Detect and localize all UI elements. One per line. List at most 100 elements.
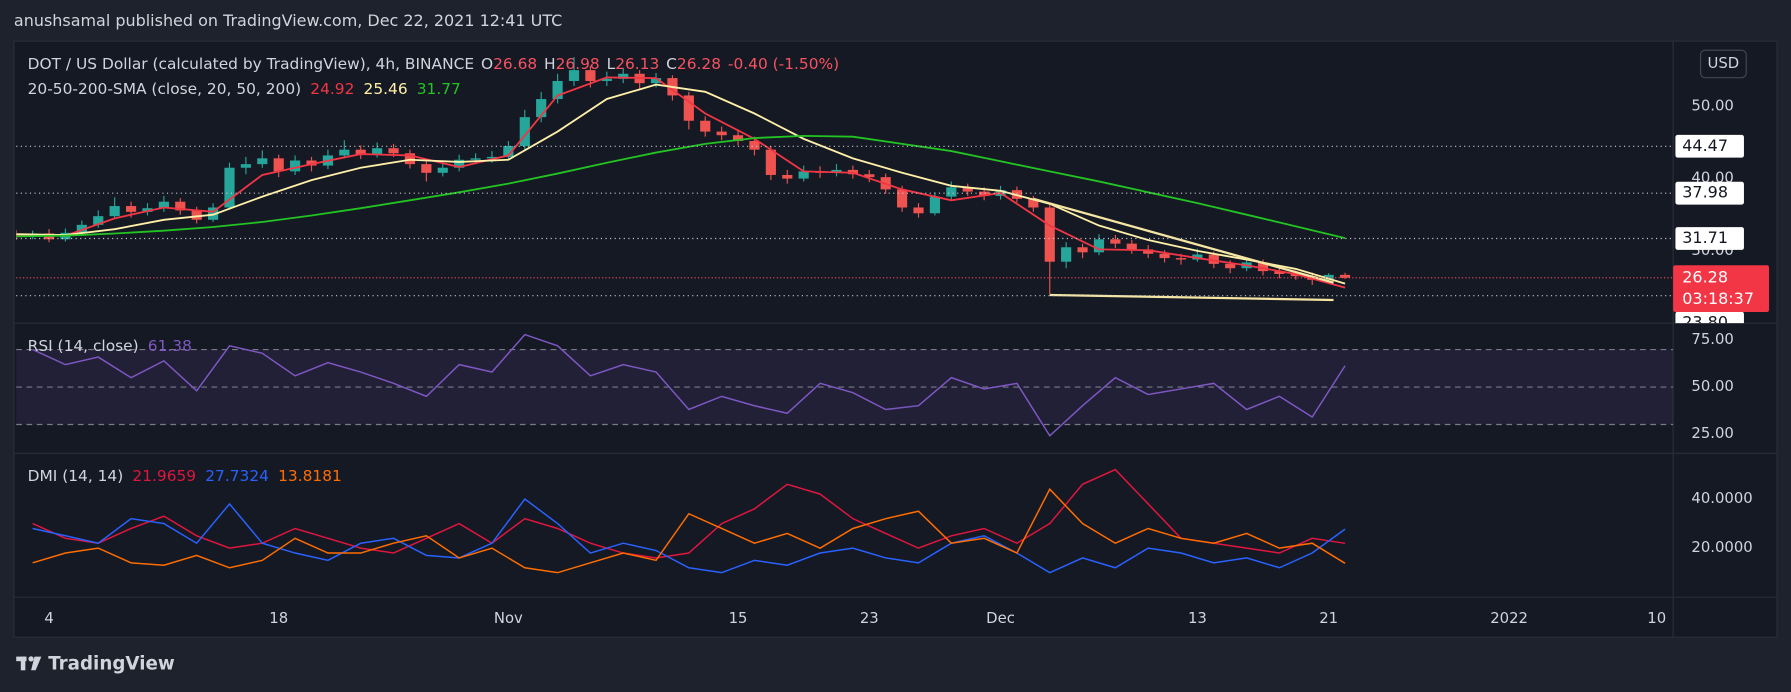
sma-line [16, 76, 1346, 289]
candle-body [831, 169, 842, 173]
candle-body [798, 171, 809, 179]
x-tick-label: 13 [1188, 610, 1207, 627]
indicator-value: 25.46 [364, 80, 408, 98]
candle-body [585, 70, 596, 81]
candle-body [1093, 239, 1105, 253]
quote-label: O [481, 54, 493, 72]
indicator-value: 61.38 [148, 337, 192, 355]
level-box [1675, 227, 1744, 250]
candle-body [191, 210, 202, 220]
x-tick-label: 18 [269, 610, 288, 627]
indicator-plot [32, 468, 1346, 574]
candle-body [601, 78, 612, 81]
candle-body [683, 95, 694, 121]
indicator-name: RSI (14, close) [28, 337, 139, 355]
y-tick-label: 50.00 [1691, 97, 1733, 114]
indicator-value: 31.77 [417, 80, 461, 98]
candle-body [913, 207, 924, 214]
candle-body [1143, 249, 1154, 254]
candle-body [224, 167, 235, 208]
symbol-title: DOT / US Dollar (calculated by TradingVi… [28, 54, 474, 72]
candle-body [158, 201, 169, 209]
change-value: -0.40 (-1.50%) [728, 54, 839, 72]
y-tick-label: 20.0000 [1691, 539, 1752, 556]
x-tick-label: 15 [729, 610, 748, 627]
countdown-label: 03:18:37 [1682, 289, 1754, 308]
candle-body [1175, 258, 1187, 260]
indicator-value: 24.92 [310, 80, 354, 98]
candle-body [1290, 274, 1301, 277]
level-box [1675, 181, 1744, 205]
x-tick-label: 10 [1647, 610, 1666, 627]
candle-body [1339, 274, 1351, 278]
candle-body [650, 78, 662, 84]
legend: RSI (14, close) 61.38 [28, 337, 192, 355]
y-tick-label: 50.00 [1691, 378, 1733, 395]
indicator-line [32, 468, 1346, 559]
candle-body [273, 158, 284, 172]
indicator-value: 21.9659 [132, 467, 196, 485]
candle-body [93, 216, 104, 225]
x-tick-label: Nov [494, 610, 523, 627]
candle-body [208, 207, 219, 220]
candle-body [732, 135, 744, 141]
candle-body [618, 73, 629, 79]
y-tick-label: 25.00 [1691, 425, 1733, 442]
candle-body [306, 160, 317, 166]
candle-body [765, 149, 776, 175]
level-box [1675, 134, 1744, 158]
candle-body [175, 201, 186, 211]
candle-body [388, 148, 399, 154]
candle-body [519, 117, 530, 147]
quote-value: 26.13 [615, 54, 659, 72]
candle-body [864, 174, 875, 178]
level-label: 31.71 [1682, 228, 1728, 247]
candle-body [421, 164, 432, 173]
quote-value: 26.98 [556, 54, 600, 72]
candle-body [1110, 239, 1121, 244]
candle-body [929, 196, 940, 214]
publish-info: anushsamal published on TradingView.com,… [14, 11, 562, 30]
indicator-line [32, 487, 1346, 574]
indicator-value: 13.8181 [278, 467, 342, 485]
quote-label: H [544, 54, 556, 72]
candle-body [240, 164, 251, 168]
currency-button[interactable] [1699, 49, 1747, 79]
legend: 20-50-200-SMA (close, 20, 50, 200) 24.92 2… [28, 80, 461, 98]
x-tick-label: 21 [1319, 610, 1338, 627]
last-price-label: 26.28 [1682, 267, 1728, 286]
candle-body [897, 189, 908, 208]
legend: DMI (14, 14) 21.9659 27.7324 13.8181 [28, 467, 342, 485]
sma-line [16, 83, 1346, 285]
candle-body [1061, 247, 1072, 262]
trendline [1049, 293, 1334, 302]
candle-body [1044, 207, 1055, 262]
candle-body [1274, 271, 1285, 275]
candle-body [257, 158, 268, 165]
quote-value: 26.28 [677, 54, 721, 72]
legend: DOT / US Dollar (calculated by TradingVi… [28, 54, 840, 72]
x-tick-label: 23 [860, 610, 879, 627]
candle-body [979, 191, 990, 196]
candle-body [716, 131, 727, 136]
y-tick-label: 75.00 [1691, 331, 1733, 348]
candle-body [749, 140, 760, 150]
indicator-line [32, 333, 1346, 437]
candle-body [76, 224, 87, 233]
candle-body [404, 153, 416, 165]
candle-body [355, 149, 366, 155]
candle-body [1077, 247, 1088, 253]
y-tick-label: 40.0000 [1691, 490, 1752, 507]
indicator-value: 27.7324 [205, 467, 269, 485]
trendline [1033, 197, 1334, 284]
x-tick-label: Dec [986, 610, 1015, 627]
candle-body [1208, 254, 1219, 264]
candle-body [1225, 263, 1236, 269]
currency-label[interactable]: USD [1708, 55, 1740, 72]
candle-body [339, 149, 350, 156]
level-box [1675, 311, 1744, 324]
candle-body [946, 187, 957, 197]
indicator-name: DMI (14, 14) [28, 467, 124, 485]
candle-body [437, 167, 448, 173]
